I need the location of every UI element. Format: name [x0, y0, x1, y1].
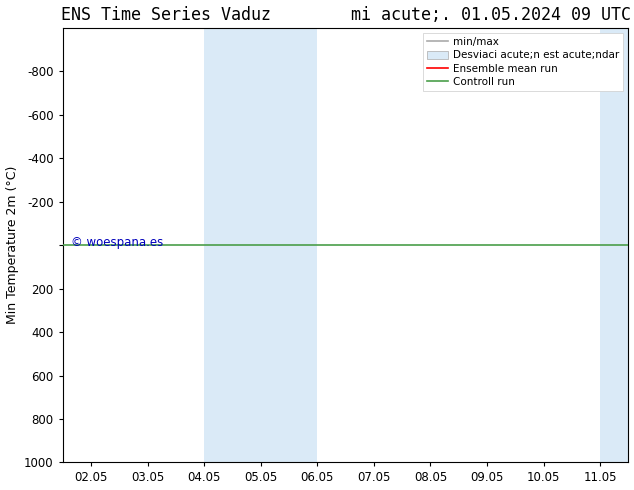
- Legend: min/max, Desviaci acute;n est acute;ndar, Ensemble mean run, Controll run: min/max, Desviaci acute;n est acute;ndar…: [423, 33, 623, 91]
- Title: ENS Time Series Vaduz        mi acute;. 01.05.2024 09 UTC: ENS Time Series Vaduz mi acute;. 01.05.2…: [61, 5, 631, 24]
- Text: © woespana.es: © woespana.es: [71, 237, 164, 249]
- Y-axis label: Min Temperature 2m (°C): Min Temperature 2m (°C): [6, 166, 18, 324]
- Bar: [204, 28, 318, 463]
- Bar: [600, 28, 634, 463]
